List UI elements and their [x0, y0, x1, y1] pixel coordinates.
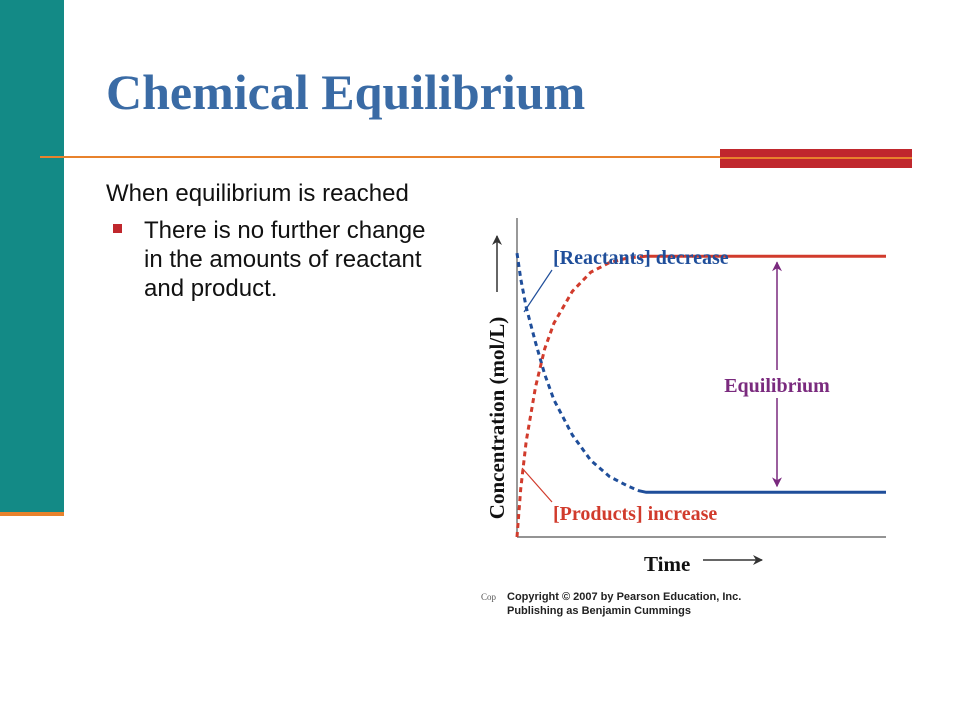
copyright-line-2: Publishing as Benjamin Cummings [507, 605, 691, 617]
bullet-text: There is no further change in the amount… [144, 217, 426, 302]
products-label: [Products] increase [553, 503, 717, 525]
square-bullet-icon [113, 224, 122, 233]
reactants-label: [Reactants] decrease [553, 247, 729, 269]
x-axis-label: Time [644, 552, 690, 576]
slide-body: When equilibrium is reached There is no … [106, 176, 436, 303]
reactants-leader-line [523, 269, 553, 313]
accent-divider-line [720, 157, 912, 159]
copyright-stub: Cop [481, 592, 497, 602]
y-axis-label: Concentration (mol/L) [485, 317, 509, 519]
equilibrium-chart: Concentration (mol/L) Time [Reactants] d… [485, 218, 886, 576]
bullet-list: There is no further change in the amount… [106, 216, 436, 303]
equilibrium-label-backdrop [712, 370, 842, 398]
copyright-line-1: Copyright © 2007 by Pearson Education, I… [507, 591, 742, 603]
reactants-series-line [515, 252, 886, 494]
teal-side-bar [0, 0, 64, 516]
title-divider [40, 156, 912, 158]
products-series-line [515, 254, 886, 538]
slide-title: Chemical Equilibrium [106, 64, 586, 120]
intro-text: When equilibrium is reached [106, 180, 409, 207]
products-leader-line [521, 467, 553, 503]
equilibrium-label: Equilibrium [724, 375, 830, 397]
bullet-item: There is no further change in the amount… [106, 216, 436, 303]
